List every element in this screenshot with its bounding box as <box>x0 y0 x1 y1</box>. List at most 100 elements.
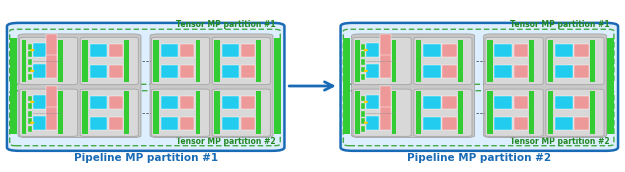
Bar <box>366 95 379 109</box>
FancyBboxPatch shape <box>213 37 271 85</box>
Bar <box>89 65 107 78</box>
Bar <box>274 38 281 134</box>
FancyBboxPatch shape <box>19 89 78 136</box>
Bar <box>28 59 32 65</box>
Bar <box>214 92 220 134</box>
FancyBboxPatch shape <box>18 34 141 138</box>
Bar <box>28 67 32 72</box>
Bar <box>32 116 46 130</box>
Bar <box>574 65 589 78</box>
Bar <box>32 95 46 109</box>
Bar <box>494 96 512 109</box>
Bar <box>380 86 391 109</box>
Bar <box>361 67 365 72</box>
Bar <box>241 44 255 57</box>
Bar <box>366 43 379 57</box>
FancyBboxPatch shape <box>341 23 618 151</box>
Text: Pipeline MP partition #2: Pipeline MP partition #2 <box>408 153 551 163</box>
Bar <box>356 40 360 82</box>
Bar <box>442 65 457 78</box>
Bar <box>548 40 553 82</box>
Bar <box>109 96 123 109</box>
Bar <box>221 117 239 130</box>
Bar <box>494 44 512 57</box>
Bar <box>89 117 107 130</box>
Bar <box>214 40 220 82</box>
Bar <box>366 116 379 130</box>
Bar <box>153 40 159 82</box>
Bar <box>343 38 350 134</box>
FancyBboxPatch shape <box>353 37 411 85</box>
Bar <box>529 40 534 82</box>
Bar <box>89 44 107 57</box>
Bar <box>241 65 255 78</box>
Bar <box>548 92 553 134</box>
FancyBboxPatch shape <box>151 89 209 136</box>
Bar <box>58 40 62 82</box>
FancyBboxPatch shape <box>484 34 607 138</box>
Bar <box>494 117 512 130</box>
Text: Tensor MP partition #1: Tensor MP partition #1 <box>510 20 610 29</box>
Bar <box>574 96 589 109</box>
FancyBboxPatch shape <box>485 89 543 136</box>
Bar <box>416 40 421 82</box>
FancyBboxPatch shape <box>150 34 273 138</box>
Bar <box>380 55 391 78</box>
Bar <box>46 107 57 130</box>
Bar <box>380 34 391 57</box>
Text: Tensor MP partition #2: Tensor MP partition #2 <box>176 137 276 146</box>
Bar <box>180 44 194 57</box>
Bar <box>442 44 457 57</box>
Bar <box>555 44 572 57</box>
Bar <box>366 64 379 78</box>
Bar <box>161 96 178 109</box>
Bar <box>590 92 595 134</box>
FancyBboxPatch shape <box>414 37 472 85</box>
Bar <box>221 96 239 109</box>
Bar <box>380 107 391 130</box>
FancyBboxPatch shape <box>80 37 138 85</box>
FancyBboxPatch shape <box>546 37 604 85</box>
Bar <box>161 65 178 78</box>
Bar <box>361 111 365 117</box>
Circle shape <box>31 101 34 102</box>
Bar <box>180 117 194 130</box>
Bar <box>361 103 365 109</box>
Bar <box>361 126 365 132</box>
Bar <box>361 96 365 101</box>
Bar <box>58 92 62 134</box>
Bar <box>109 117 123 130</box>
Bar <box>416 92 421 134</box>
Bar <box>514 117 528 130</box>
FancyBboxPatch shape <box>151 37 209 85</box>
Bar <box>494 65 512 78</box>
Bar <box>487 92 492 134</box>
Bar <box>423 65 441 78</box>
Bar <box>361 44 365 50</box>
Bar <box>458 40 462 82</box>
Bar <box>361 59 365 65</box>
Bar <box>28 44 32 50</box>
Bar <box>392 92 396 134</box>
Bar <box>423 96 441 109</box>
Circle shape <box>31 122 34 123</box>
Bar <box>392 40 396 82</box>
Bar <box>241 96 255 109</box>
Bar <box>241 117 255 130</box>
Bar <box>221 65 239 78</box>
Bar <box>46 86 57 109</box>
Bar <box>82 92 88 134</box>
Bar <box>124 92 129 134</box>
FancyBboxPatch shape <box>7 23 284 151</box>
Bar <box>458 92 462 134</box>
FancyBboxPatch shape <box>546 89 604 136</box>
Bar <box>555 117 572 130</box>
Bar <box>22 92 26 134</box>
Bar <box>221 44 239 57</box>
FancyBboxPatch shape <box>213 89 271 136</box>
FancyBboxPatch shape <box>352 34 474 138</box>
Bar <box>423 44 441 57</box>
Bar <box>514 44 528 57</box>
Bar <box>28 103 32 109</box>
Bar <box>28 74 32 80</box>
